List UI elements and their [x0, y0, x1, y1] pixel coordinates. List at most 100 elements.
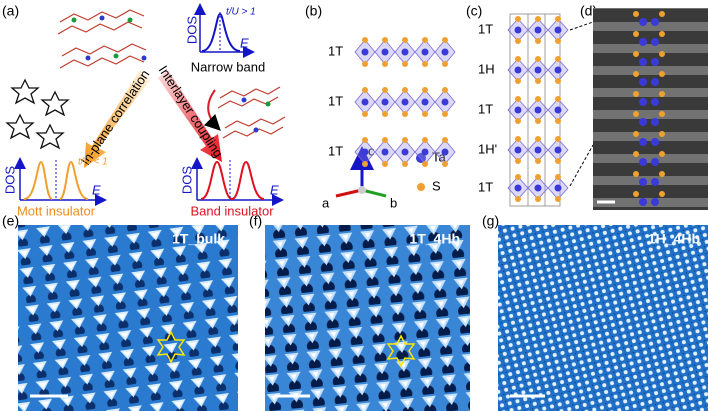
atom-ta [651, 178, 659, 186]
atom-s [402, 61, 408, 67]
atom-ta [651, 58, 659, 66]
atom-s [422, 161, 428, 167]
atom-s [633, 91, 639, 97]
atom-s [402, 161, 408, 167]
atom-s [442, 111, 448, 117]
atom-s [442, 137, 448, 143]
stm-image [18, 225, 238, 411]
atom-ta [651, 158, 659, 166]
atom-ta [651, 18, 659, 26]
atom-s [555, 38, 561, 44]
dashed-line [569, 21, 594, 31]
atom-column [633, 11, 665, 206]
layer-structure [507, 174, 569, 202]
tem-image [593, 8, 708, 210]
atom-s [362, 161, 368, 167]
atom-ta [639, 198, 647, 206]
atom-s [402, 37, 408, 43]
ratio-label: t/U > 1 [226, 7, 256, 18]
atom-s [442, 61, 448, 67]
atom-ta [554, 184, 562, 192]
atom-ta [554, 106, 562, 114]
layer-label: 1H' [478, 141, 497, 156]
atom-ta [651, 98, 659, 106]
atom-ta [651, 38, 659, 46]
atom-s [382, 87, 388, 93]
atom-ta [441, 148, 449, 156]
atom-s [382, 61, 388, 67]
atom-ta [651, 198, 659, 206]
atom-s [442, 87, 448, 93]
atom-s [422, 87, 428, 93]
atom-ta [514, 184, 522, 192]
axis-label: E [240, 35, 249, 50]
atom-s [659, 11, 665, 17]
atom-s [659, 71, 665, 77]
atom-ta [639, 58, 647, 66]
atom-s [515, 136, 521, 142]
atom-s [515, 78, 521, 84]
atom-s [633, 171, 639, 177]
atom-ta [514, 66, 522, 74]
atom-s [362, 111, 368, 117]
atom-ta [421, 48, 429, 56]
panel-label: (d) [580, 3, 597, 19]
layer-structure [354, 37, 456, 67]
atom-s [362, 37, 368, 43]
atom-ta [401, 48, 409, 56]
image-title: 1H_4Hb [648, 231, 700, 247]
axis-label: DOS [184, 16, 199, 45]
lattice-network [57, 9, 286, 139]
atom-s [659, 51, 665, 57]
atom-s [535, 38, 541, 44]
caption: Narrow band [191, 59, 265, 74]
atom-s [422, 137, 428, 143]
layer-label: 1T [328, 93, 343, 108]
star-marker [156, 330, 186, 364]
atom-ta [534, 146, 542, 154]
panel-label: (c) [466, 3, 482, 19]
atom-s [382, 161, 388, 167]
atom-s [659, 191, 665, 197]
legend-swatch [417, 183, 425, 191]
layer-structure [507, 96, 569, 124]
layer-label: 1T [478, 101, 493, 116]
atom-s [535, 196, 541, 202]
atom-s [382, 137, 388, 143]
atom-s [535, 16, 541, 22]
layer-structure [507, 136, 569, 164]
atom-s [515, 174, 521, 180]
atom-s [555, 96, 561, 102]
atom-s [442, 161, 448, 167]
atom-s [535, 56, 541, 62]
atom-ta [514, 146, 522, 154]
atom-s [382, 37, 388, 43]
image-title: 1T_4Hb [409, 231, 460, 247]
atom-ta [534, 106, 542, 114]
atom-s [535, 96, 541, 102]
atom-s [535, 136, 541, 142]
layer-structure [354, 137, 456, 167]
atom-s [442, 37, 448, 43]
atom-s [422, 37, 428, 43]
image-title: 1T_bulk [172, 231, 225, 247]
atom-s [555, 56, 561, 62]
axis-label: c [368, 143, 375, 158]
atom-ta [381, 48, 389, 56]
atom-ta [639, 158, 647, 166]
layer-label: 1H [478, 61, 495, 76]
atom-ta [651, 138, 659, 146]
atom-s [362, 61, 368, 67]
layer-structure [507, 16, 569, 44]
atoms [71, 15, 271, 133]
atom-s [555, 158, 561, 164]
axis-label: a [322, 195, 330, 210]
arrow [158, 70, 222, 162]
atom-ta [639, 18, 647, 26]
atom-s [555, 174, 561, 180]
atom-s [659, 131, 665, 137]
atom-s [633, 11, 639, 17]
layer-label: 1T [328, 43, 343, 58]
atom-ta [534, 26, 542, 34]
atom-ta [639, 178, 647, 186]
